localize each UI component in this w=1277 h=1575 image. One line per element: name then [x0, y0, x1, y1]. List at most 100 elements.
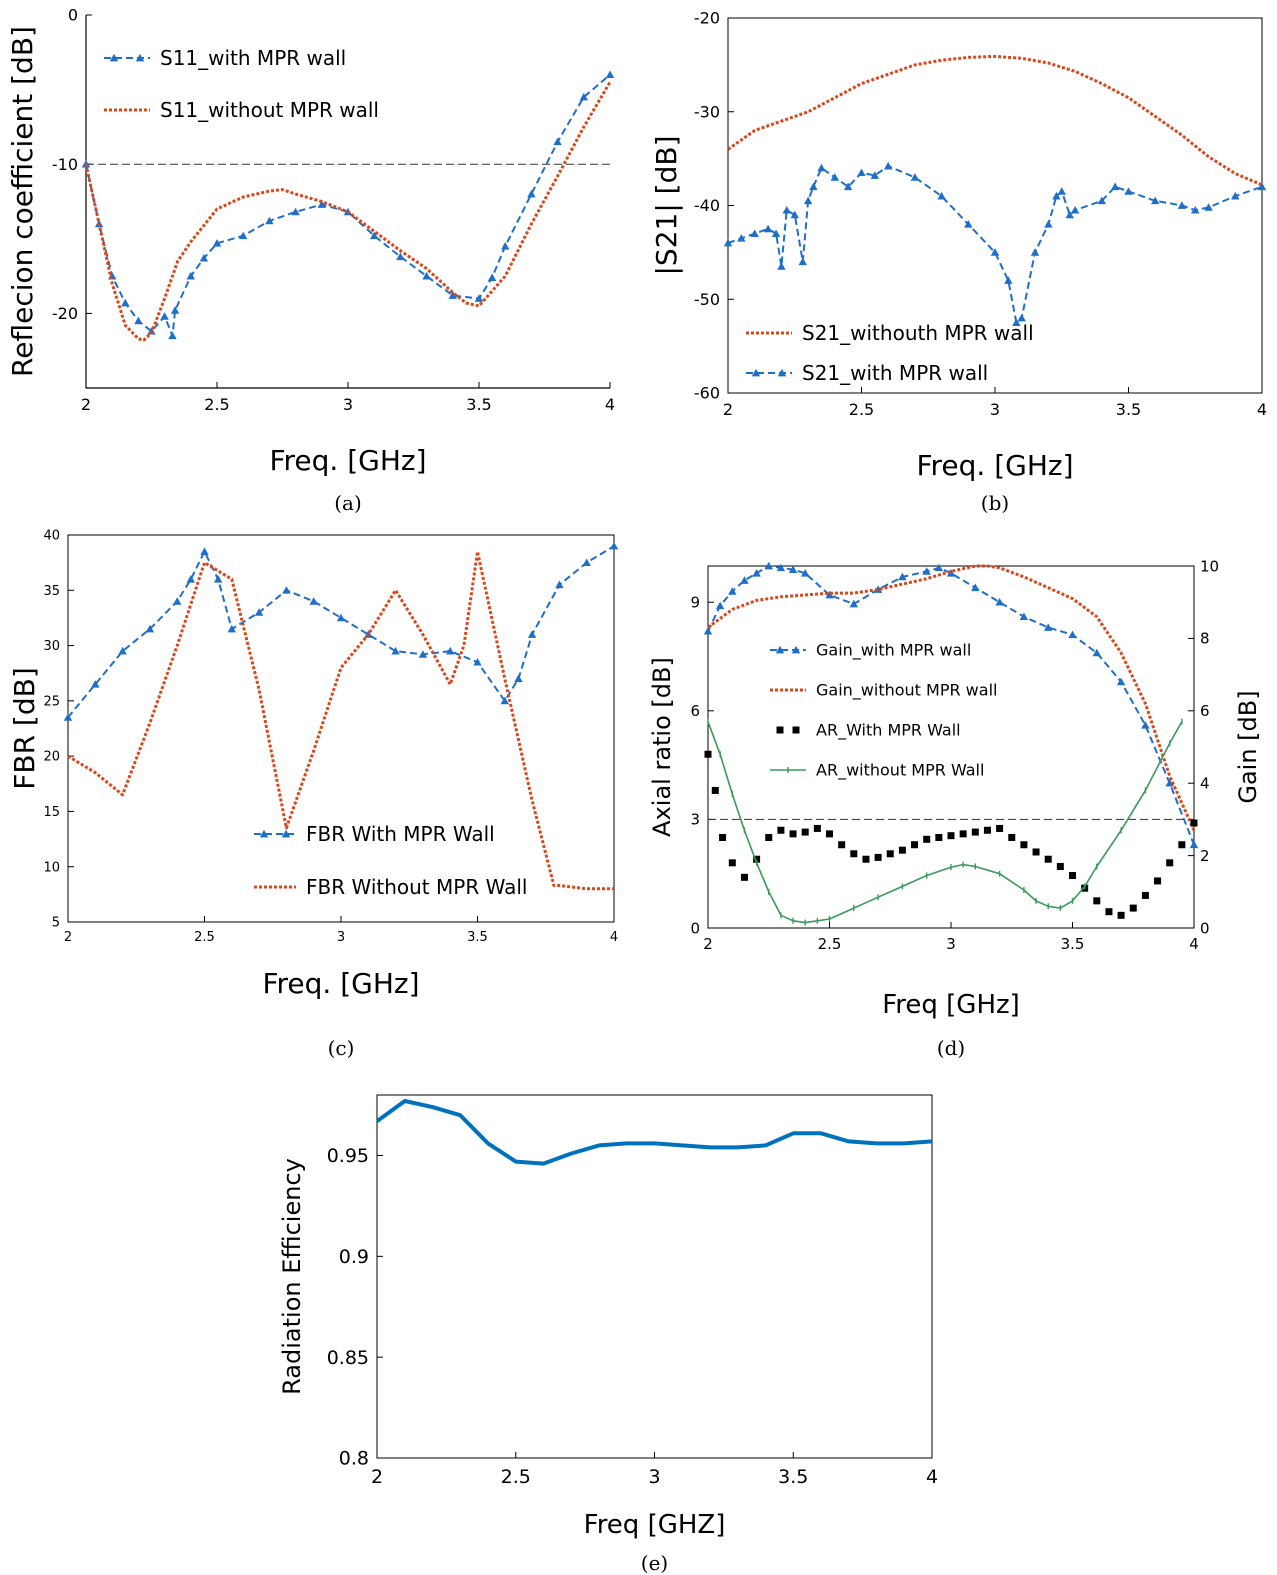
series-line: [375, 1099, 933, 1166]
series-line: [85, 73, 611, 337]
data-point: [946, 569, 956, 577]
data-point: [134, 316, 143, 325]
series-b-0: [727, 54, 1263, 187]
x-tick-label: 2.5: [501, 1466, 531, 1488]
legend-marker: [791, 645, 801, 654]
y-tick-label: 25: [43, 694, 60, 709]
data-point: [750, 229, 759, 237]
data-point: [777, 826, 785, 834]
x-tick-label: 3: [343, 395, 353, 414]
data-point: [862, 855, 870, 863]
series-line: [727, 54, 1263, 187]
x-tick-label: 2: [703, 935, 713, 953]
data-point: [170, 306, 180, 314]
data-point: [1030, 248, 1040, 256]
data-point: [782, 205, 791, 214]
y-tick-label: 0: [68, 6, 78, 25]
data-point: [1044, 623, 1053, 631]
data-point: [553, 137, 562, 146]
data-point: [911, 841, 919, 849]
series-a-1: [84, 81, 612, 342]
series-d-2: [704, 750, 1198, 919]
data-point: [964, 220, 973, 228]
data-point: [825, 590, 834, 599]
legend-marker: [259, 829, 269, 838]
data-point: [555, 580, 564, 589]
data-point: [803, 196, 813, 205]
legend-marker: [775, 645, 785, 654]
data-point: [63, 713, 73, 721]
y-tick-label: -20: [52, 304, 78, 323]
legend: FBR With MPR Wall FBR Without MPR Wall: [254, 822, 527, 899]
data-point: [870, 171, 880, 179]
data-point: [1190, 819, 1198, 827]
data-point: [1019, 612, 1029, 621]
legend-label: AR_without MPR Wall: [816, 761, 984, 781]
legend-marker: [135, 53, 145, 62]
data-point: [1154, 877, 1162, 885]
x-tick-label: 2.5: [849, 400, 874, 419]
data-point: [582, 558, 591, 567]
legend-label: AR_With MPR Wall: [816, 721, 961, 741]
data-point: [728, 587, 737, 595]
series-line: [67, 545, 615, 719]
data-point: [1116, 677, 1126, 686]
data-point: [1166, 859, 1174, 867]
y-tick-label: 9: [690, 593, 700, 611]
legend: S11_with MPR wall S11_without MPR wall: [104, 46, 379, 122]
legend-label: FBR With MPR Wall: [306, 822, 495, 846]
plot-frame: [707, 565, 1195, 929]
x-tick-label: 3.5: [466, 395, 491, 414]
data-point: [884, 161, 893, 170]
y-tick-label: 10: [43, 860, 60, 875]
data-point: [1231, 191, 1240, 200]
y-right-axis-title: Gain [dB]: [1234, 690, 1262, 803]
legend: Gain_with MPR wall Gain_without MPR wall A…: [770, 641, 997, 781]
data-point: [715, 601, 725, 610]
data-point: [809, 182, 818, 191]
y-right-tick-label: 4: [1200, 774, 1210, 792]
x-tick-label: 2.5: [204, 395, 229, 414]
series-line: [707, 564, 1196, 831]
data-point: [527, 189, 536, 198]
data-point: [1004, 276, 1013, 284]
x-axis-title: Freq [GHZ]: [584, 1510, 726, 1540]
data-point: [753, 855, 761, 863]
x-tick-label: 4: [1189, 935, 1199, 953]
data-point: [728, 859, 736, 867]
data-point: [1070, 205, 1080, 214]
data-point: [200, 547, 209, 555]
data-point: [850, 850, 858, 858]
data-point: [396, 252, 405, 261]
data-point: [579, 92, 588, 101]
data-point: [923, 835, 931, 843]
series-d-3: [707, 718, 1183, 926]
data-point: [788, 565, 798, 573]
x-tick-label: 4: [1257, 400, 1267, 419]
data-point: [500, 696, 509, 705]
data-point: [514, 674, 523, 683]
data-point: [1257, 182, 1267, 191]
panel-caption: (d): [937, 1036, 965, 1060]
y-tick-label: 5: [52, 916, 60, 931]
data-point: [121, 298, 130, 307]
data-point: [1204, 203, 1213, 211]
data-point: [186, 575, 196, 583]
y-axis-title: FBR [dB]: [8, 667, 41, 790]
data-point: [874, 853, 882, 861]
data-point: [1012, 318, 1021, 327]
panel-caption: (a): [334, 491, 362, 515]
data-point: [81, 160, 91, 168]
legend-label: S11_without MPR wall: [160, 98, 379, 122]
data-point: [740, 576, 749, 584]
data-point: [971, 828, 979, 836]
data-point: [487, 273, 497, 281]
data-point: [1068, 630, 1077, 639]
data-point: [418, 650, 428, 658]
x-tick-label: 4: [610, 930, 618, 945]
series-b-1: [723, 161, 1267, 327]
data-point: [959, 830, 967, 838]
data-point: [1191, 205, 1200, 214]
x-tick-label: 2: [81, 395, 91, 414]
data-point: [771, 229, 781, 237]
